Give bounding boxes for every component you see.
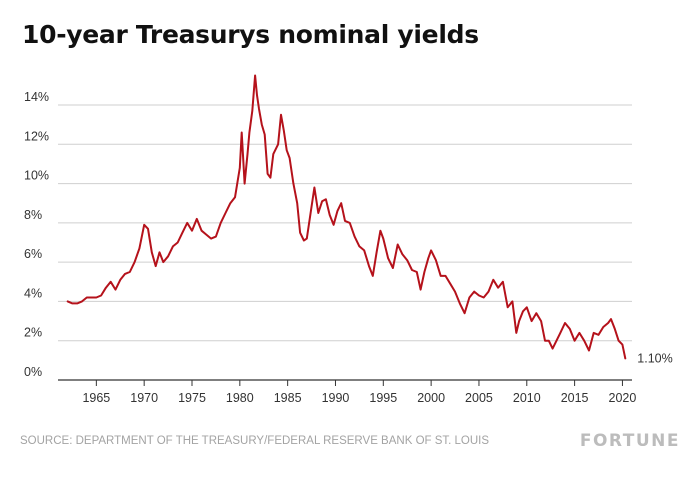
yield-series-line	[66, 74, 627, 360]
x-tick-label: 1980	[226, 391, 254, 405]
x-tick-label: 1985	[274, 391, 302, 405]
y-tick-label: 0%	[24, 365, 42, 379]
x-tick-label: 1995	[369, 391, 397, 405]
x-tick-label: 1970	[130, 391, 158, 405]
source-note: SOURCE: DEPARTMENT OF THE TREASURY/FEDER…	[20, 435, 490, 447]
x-tick-label: 2020	[609, 391, 637, 405]
y-tick-label: 6%	[24, 247, 42, 261]
y-tick-label: 8%	[24, 208, 42, 222]
y-tick-label: 14%	[24, 90, 49, 104]
fortune-logo: FORTUNE	[579, 431, 680, 451]
x-tick-label: 2005	[465, 391, 493, 405]
x-tick-label: 2000	[417, 391, 445, 405]
chart-title: 10-year Treasurys nominal yields	[22, 20, 479, 49]
x-tick-label: 1990	[322, 391, 350, 405]
x-tick-label: 1965	[82, 391, 110, 405]
x-tick-label: 2010	[513, 391, 541, 405]
y-tick-label: 2%	[24, 326, 42, 340]
yield-chart: 0% 2% 4% 6% 8% 10% 12% 14% 1965 1970 1975 1980 1985 1…	[24, 74, 673, 405]
y-tick-label: 10%	[24, 169, 49, 183]
end-value-label: 1.10%	[637, 351, 672, 365]
y-tick-label: 4%	[24, 286, 42, 300]
x-tick-label: 1975	[178, 391, 206, 405]
x-tick-label: 2015	[561, 391, 589, 405]
y-tick-label: 12%	[24, 129, 49, 143]
